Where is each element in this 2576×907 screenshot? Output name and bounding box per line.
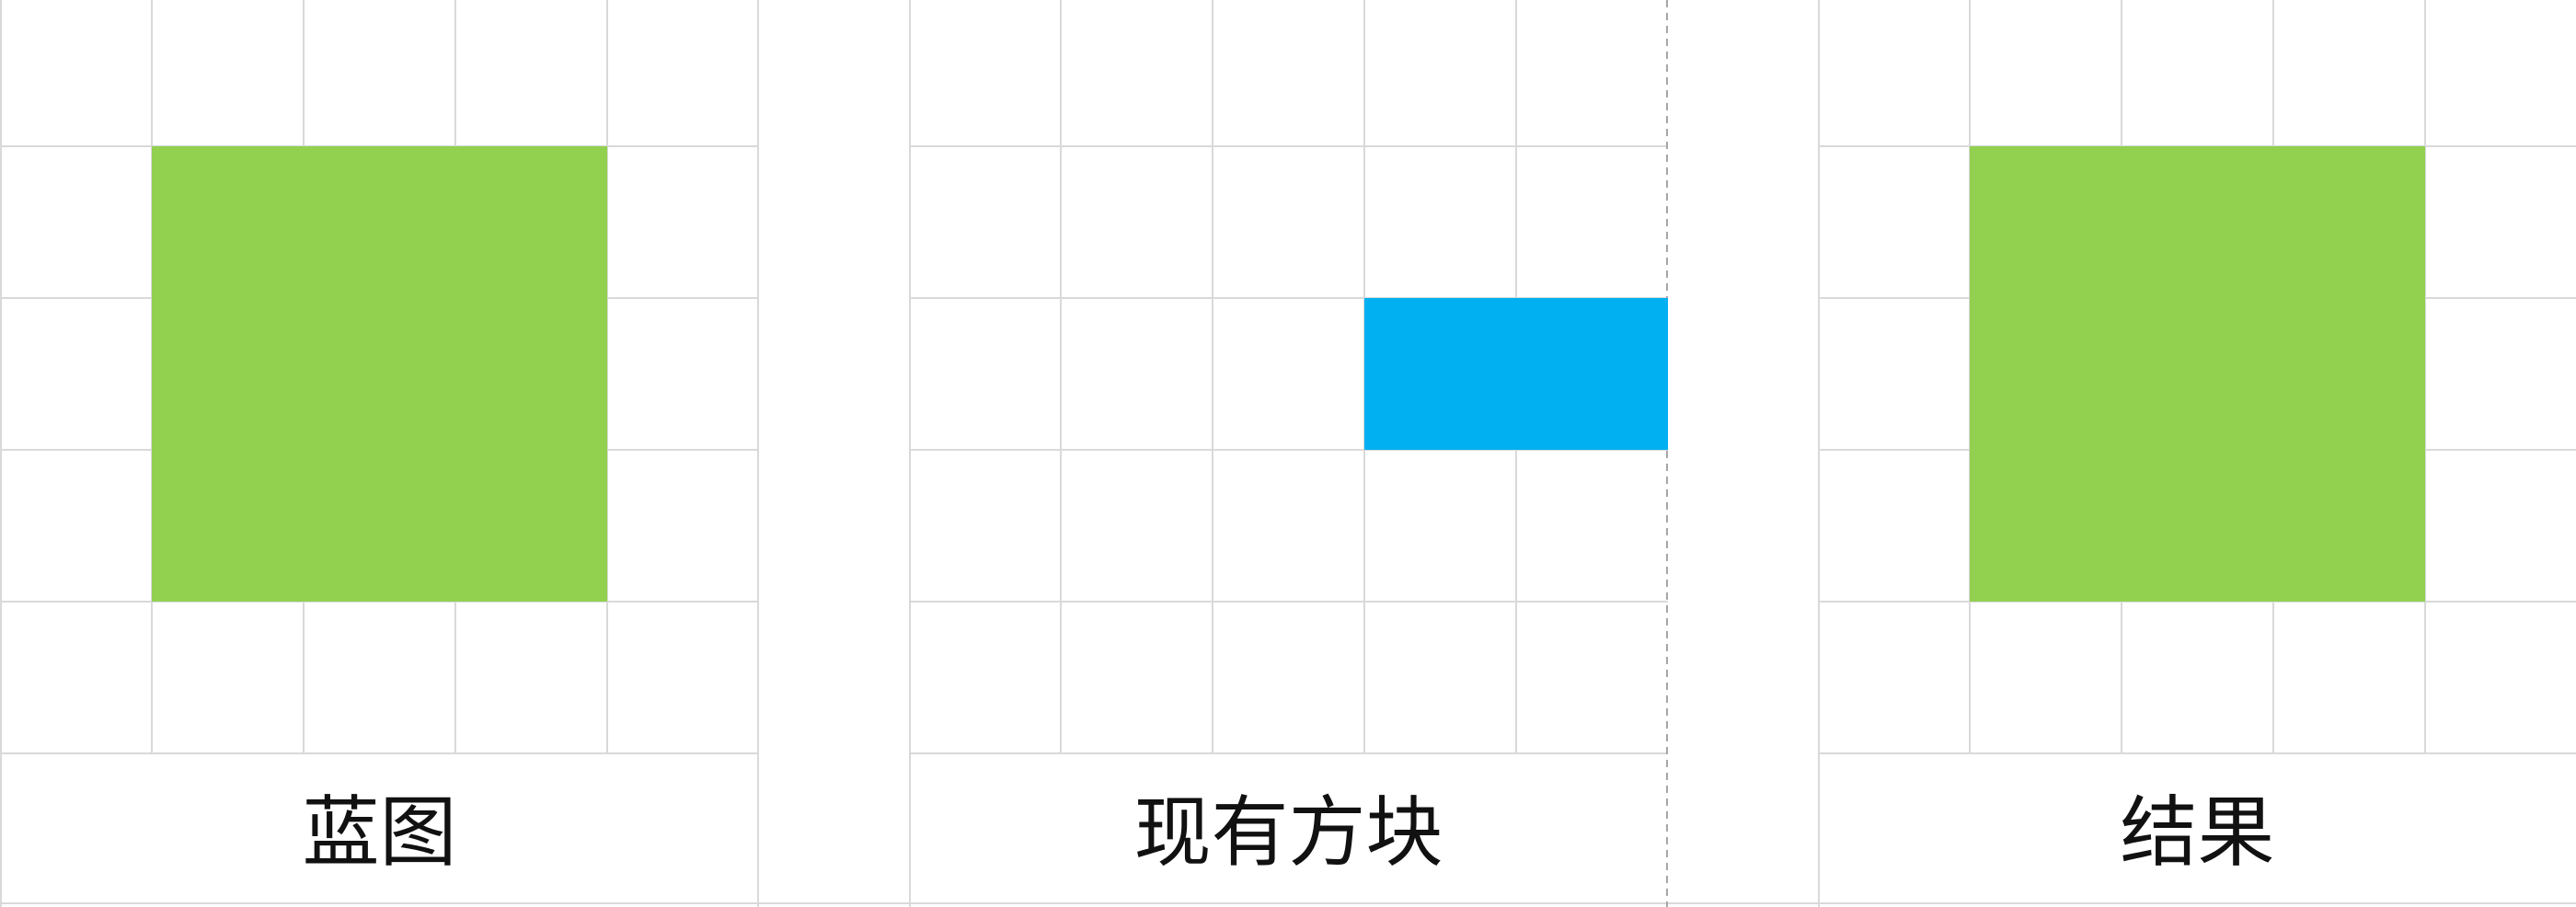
existing-label: 现有方块 (1133, 787, 1443, 878)
result-green-block (1970, 146, 2425, 602)
gap-grid-right (1668, 0, 1820, 907)
result-label: 结果 (2120, 787, 2275, 878)
existing-panel: 现有方块 (909, 0, 1668, 907)
blueprint-green-block (152, 146, 607, 602)
blueprint-panel: 蓝图 (0, 0, 759, 907)
existing-grid (909, 0, 1668, 907)
blueprint-label: 蓝图 (302, 787, 457, 878)
existing-blue-block (1364, 298, 1668, 450)
result-panel: 结果 (1818, 0, 2576, 907)
gap-grid-left (759, 0, 911, 907)
